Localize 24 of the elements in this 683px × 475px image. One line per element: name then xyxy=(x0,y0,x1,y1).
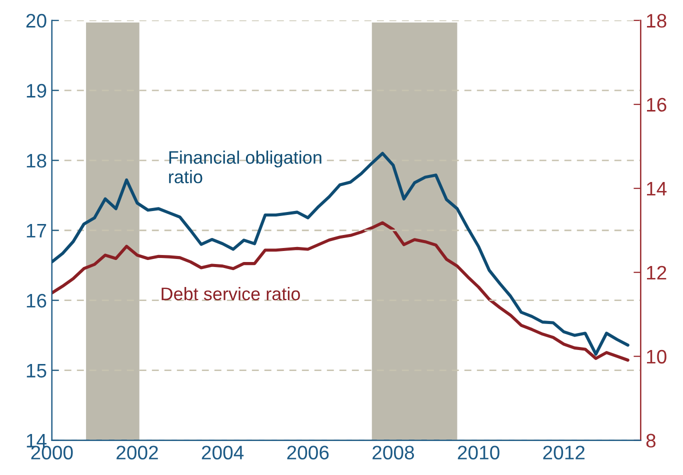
y-tick-label: 20 xyxy=(26,14,46,28)
y2-tick-label: 18 xyxy=(647,14,666,28)
series-label: Debt service ratio xyxy=(162,287,300,300)
x-tick-label: 2012 xyxy=(543,446,585,460)
x-tick-label: 2004 xyxy=(202,446,244,460)
y-tick-label: 15 xyxy=(26,364,46,378)
y2-tick-label: 14 xyxy=(647,182,667,196)
x-tick-label: 2010 xyxy=(458,446,500,460)
series-label: Financial obligation ratio xyxy=(169,150,322,184)
y-tick-label: 19 xyxy=(26,84,46,98)
y-tick-label: 14 xyxy=(26,434,46,448)
x-tick-label: 2008 xyxy=(372,446,414,460)
x-tick-label: 2002 xyxy=(116,446,158,460)
x-tick-label: 2000 xyxy=(31,446,73,460)
line-series xyxy=(52,152,630,356)
y2-tick-label: 16 xyxy=(647,98,666,112)
y2-tick-label: 12 xyxy=(647,266,666,280)
y-tick-label: 17 xyxy=(26,224,46,238)
y-tick-label: 18 xyxy=(26,154,46,168)
y2-tick-label: 8 xyxy=(646,434,656,448)
y-tick-label: 16 xyxy=(26,294,46,308)
line-series xyxy=(52,221,630,362)
x-tick-label: 2006 xyxy=(287,446,329,460)
y2-tick-label: 10 xyxy=(647,350,666,364)
